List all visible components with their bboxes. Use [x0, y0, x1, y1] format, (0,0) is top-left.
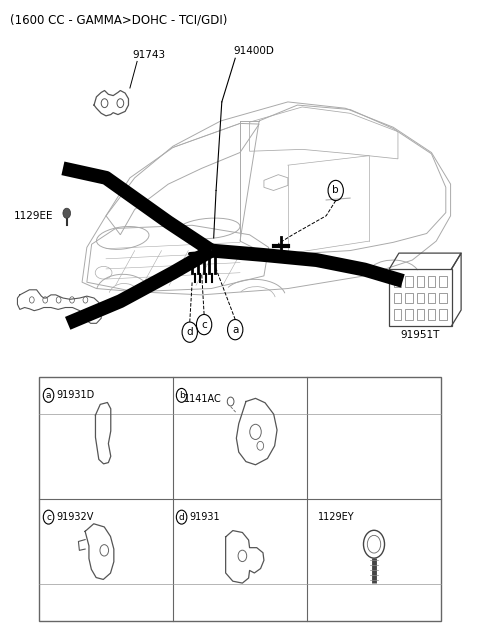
Bar	[439, 309, 447, 320]
Text: c: c	[46, 513, 51, 522]
Text: b: b	[179, 391, 184, 400]
Bar	[417, 293, 424, 303]
Bar	[428, 276, 435, 287]
Text: 91931D: 91931D	[57, 391, 95, 400]
Text: (1600 CC - GAMMA>DOHC - TCI/GDI): (1600 CC - GAMMA>DOHC - TCI/GDI)	[10, 13, 228, 27]
Text: 91932V: 91932V	[57, 512, 94, 522]
Bar	[439, 293, 447, 303]
Bar	[439, 276, 447, 287]
Bar	[39, 377, 441, 621]
Circle shape	[63, 208, 71, 218]
Bar	[394, 276, 401, 287]
Bar	[417, 309, 424, 320]
Bar	[428, 309, 435, 320]
Text: d: d	[179, 513, 184, 522]
Bar	[406, 293, 413, 303]
Text: 1141AC: 1141AC	[183, 394, 221, 404]
Text: 91743: 91743	[132, 50, 166, 60]
Bar	[406, 276, 413, 287]
Bar	[428, 293, 435, 303]
Text: 91400D: 91400D	[233, 46, 274, 56]
Text: 1129EY: 1129EY	[318, 512, 354, 522]
Text: 91931: 91931	[190, 512, 220, 522]
Text: 1129EE: 1129EE	[14, 210, 54, 221]
Bar	[417, 276, 424, 287]
Text: 91951T: 91951T	[401, 330, 440, 340]
Bar	[394, 309, 401, 320]
Bar	[406, 309, 413, 320]
Text: a: a	[46, 391, 51, 400]
Text: c: c	[201, 320, 207, 330]
Bar	[389, 269, 452, 326]
Bar	[394, 293, 401, 303]
Text: b: b	[333, 186, 339, 195]
Text: d: d	[186, 327, 193, 337]
Text: a: a	[232, 325, 239, 335]
